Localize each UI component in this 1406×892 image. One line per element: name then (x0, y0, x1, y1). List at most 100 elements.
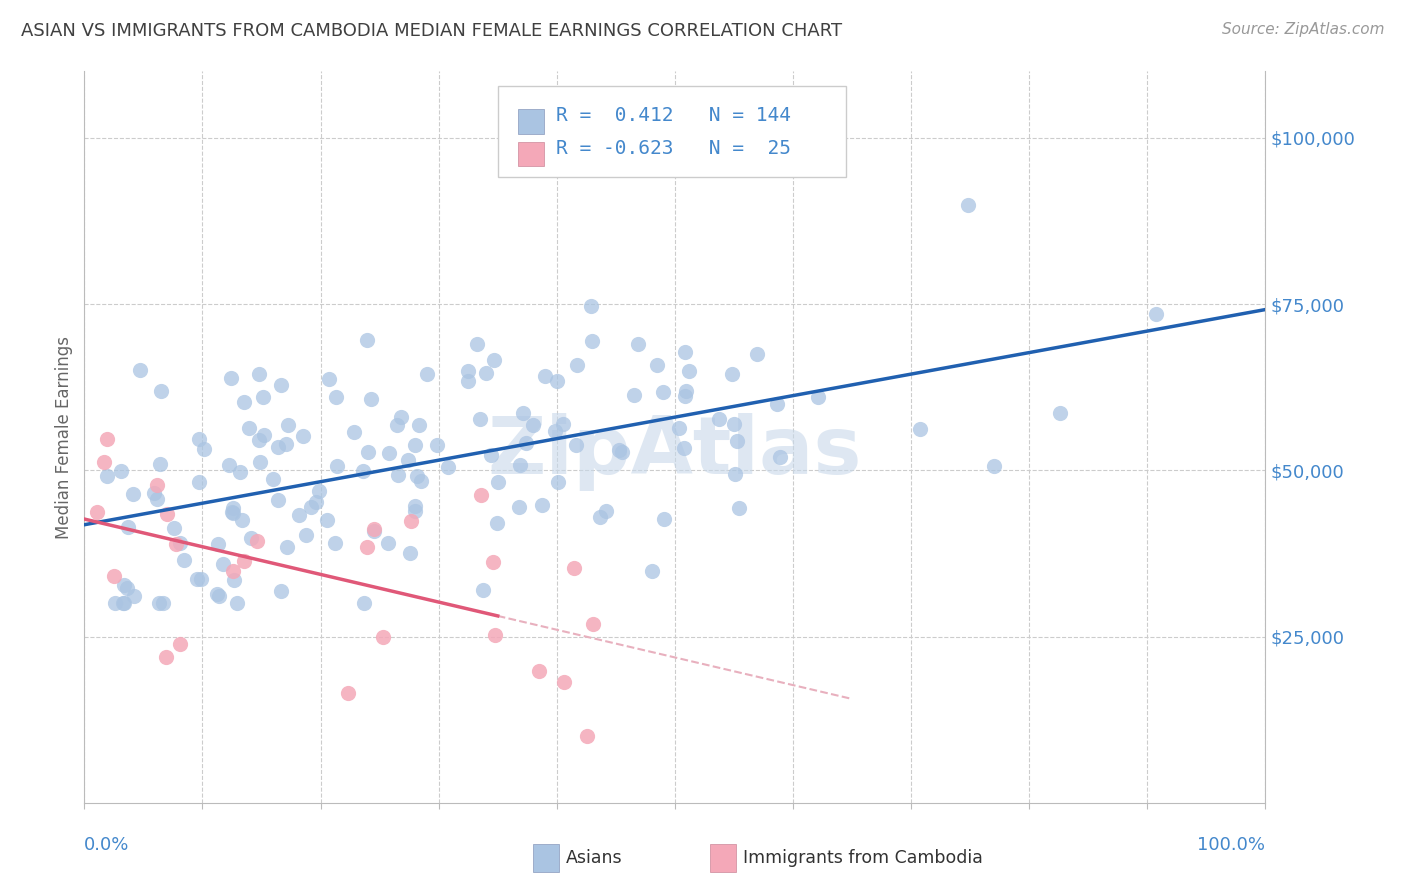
Point (114, 578, 136, 592)
Point (249, 454, 271, 468)
Point (512, 406, 534, 420)
Point (270, 378, 292, 392)
Point (173, 553, 195, 567)
Point (143, 486, 166, 500)
Point (356, 540, 378, 554)
Point (276, 540, 298, 554)
Point (470, 488, 492, 502)
Point (575, 729, 598, 743)
Point (404, 438, 426, 452)
Point (544, 424, 567, 438)
Point (387, 467, 409, 482)
Point (352, 464, 374, 478)
Point (187, 475, 209, 489)
Text: 100.0%: 100.0% (1198, 836, 1265, 854)
Text: Source: ZipAtlas.com: Source: ZipAtlas.com (1222, 22, 1385, 37)
Text: ASIAN VS IMMIGRANTS FROM CAMBODIA MEDIAN FEMALE EARNINGS CORRELATION CHART: ASIAN VS IMMIGRANTS FROM CAMBODIA MEDIAN… (21, 22, 842, 40)
Text: 0.0%: 0.0% (84, 836, 129, 854)
Point (222, 564, 245, 578)
Point (186, 573, 208, 587)
Point (673, 345, 696, 359)
Point (983, 459, 1005, 474)
Point (222, 506, 245, 520)
Point (529, 664, 551, 678)
Point (252, 390, 274, 404)
Point (325, 390, 347, 404)
Point (399, 546, 422, 560)
Point (727, 500, 749, 515)
Point (465, 337, 488, 351)
Point (457, 374, 479, 388)
Point (404, 499, 426, 513)
Point (299, 500, 322, 514)
Point (1049, 406, 1071, 420)
Point (253, 428, 276, 442)
Point (295, 528, 318, 542)
Point (482, 352, 505, 367)
Point (645, 358, 668, 372)
Point (239, 531, 262, 545)
Point (457, 364, 479, 378)
Point (426, 438, 449, 452)
Point (562, 561, 585, 575)
Text: Asians: Asians (567, 848, 623, 867)
Point (277, 417, 299, 432)
Point (406, 468, 429, 483)
Point (112, 596, 135, 610)
Point (323, 536, 346, 550)
Point (148, 596, 170, 610)
Point (326, 458, 349, 473)
Point (416, 367, 439, 381)
Point (360, 392, 382, 406)
FancyBboxPatch shape (517, 109, 544, 134)
Point (232, 554, 254, 568)
Point (357, 444, 380, 458)
Point (668, 421, 690, 435)
Point (522, 417, 544, 432)
Point (117, 582, 139, 596)
Point (672, 441, 695, 455)
FancyBboxPatch shape (498, 86, 846, 178)
Point (565, 438, 588, 452)
Point (1144, 307, 1167, 321)
Point (508, 500, 530, 514)
Point (908, 422, 931, 436)
Point (93, 455, 115, 469)
Point (112, 596, 135, 610)
Point (579, 299, 602, 313)
Point (145, 478, 167, 492)
Point (396, 453, 419, 467)
Point (547, 475, 569, 490)
Point (589, 510, 612, 524)
Text: Immigrants from Cambodia: Immigrants from Cambodia (744, 848, 983, 867)
Point (122, 589, 145, 603)
Point (353, 596, 375, 610)
Point (231, 513, 253, 527)
Point (765, 397, 787, 411)
Point (607, 442, 630, 457)
Point (595, 503, 617, 517)
Point (363, 522, 385, 536)
Point (207, 590, 229, 604)
Point (150, 384, 173, 398)
Point (673, 388, 696, 402)
Point (957, 198, 980, 212)
Point (769, 450, 792, 465)
Point (342, 425, 364, 439)
Point (721, 368, 744, 382)
Point (356, 333, 378, 347)
Point (103, 569, 125, 583)
Point (484, 628, 506, 642)
Text: R =  0.412   N = 144: R = 0.412 N = 144 (555, 106, 790, 125)
Point (488, 475, 510, 490)
FancyBboxPatch shape (710, 845, 737, 872)
Point (117, 520, 139, 534)
Point (531, 498, 554, 512)
Point (221, 504, 243, 518)
Point (155, 649, 177, 664)
Point (553, 675, 575, 690)
Point (565, 358, 588, 372)
Point (221, 500, 243, 515)
Point (470, 412, 492, 426)
FancyBboxPatch shape (517, 142, 544, 167)
